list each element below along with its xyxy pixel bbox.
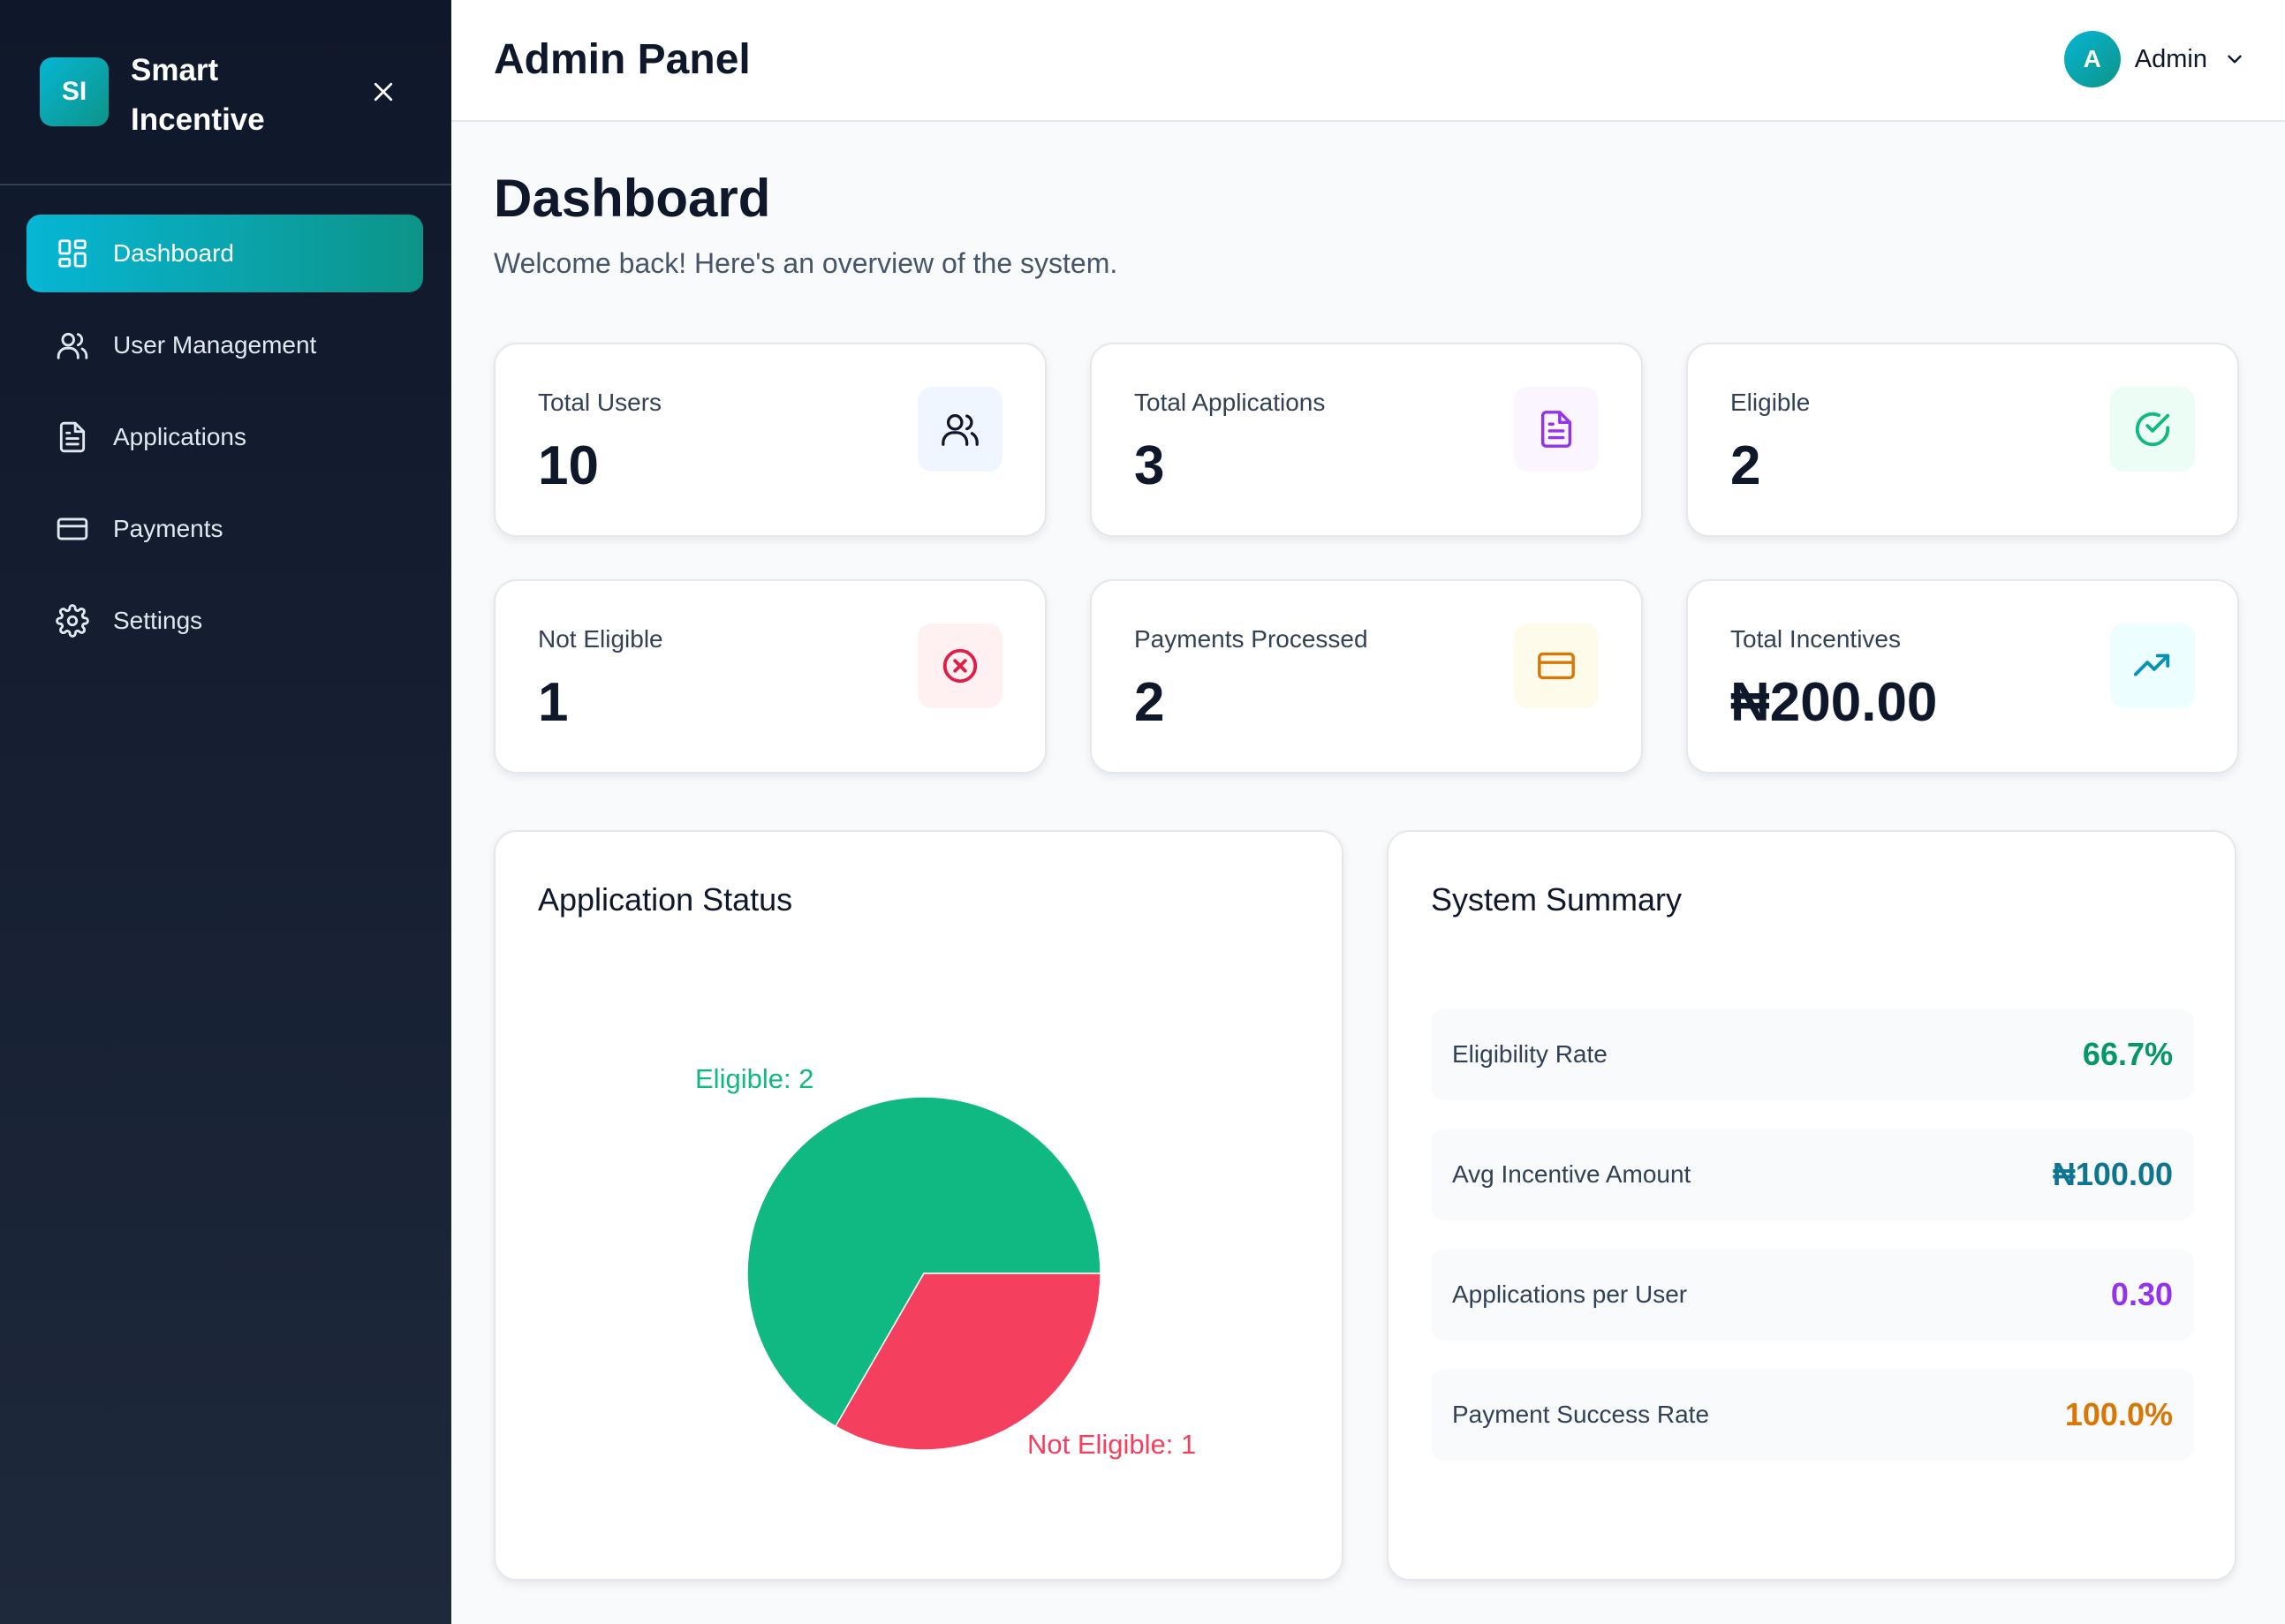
summary-label: Applications per User	[1452, 1280, 1688, 1308]
summary-row-payment-success-rate: Payment Success Rate 100.0%	[1431, 1369, 2194, 1461]
stat-label: Not Eligible	[538, 625, 663, 653]
stat-label: Total Users	[538, 389, 662, 416]
user-menu-button[interactable]: A Admin	[2063, 31, 2246, 87]
avatar: A	[2063, 31, 2121, 87]
gear-icon	[55, 603, 90, 638]
sidebar-nav: Dashboard User Management Applications P…	[26, 215, 423, 674]
sidebar-item-label: Settings	[113, 607, 203, 634]
stat-card-not-eligible[interactable]: Not Eligible 1	[494, 579, 1047, 774]
pie-slice-not-eligible[interactable]	[834, 1273, 1101, 1451]
credit-card-icon	[1514, 623, 1599, 708]
summary-value: 100.0%	[2064, 1396, 2173, 1432]
stat-value: 3	[1134, 435, 1165, 496]
summary-row-eligibility-rate: Eligibility Rate 66.7%	[1431, 1008, 2194, 1100]
stat-label: Payments Processed	[1134, 625, 1368, 653]
stat-label: Total Incentives	[1730, 625, 1901, 653]
stat-value: ₦200.00	[1730, 672, 1938, 733]
stat-card-payments-processed[interactable]: Payments Processed 2	[1090, 579, 1643, 774]
stat-value: 2	[1730, 435, 1761, 496]
dashboard-grid-icon	[55, 236, 90, 271]
stat-value: 2	[1134, 672, 1165, 733]
users-icon	[55, 328, 90, 363]
check-circle-icon	[2110, 387, 2195, 472]
sidebar-item-user-management[interactable]: User Management	[26, 306, 423, 384]
application-status-card: Application Status Eligible: 2 Not Eligi…	[494, 830, 1343, 1581]
summary-label: Avg Incentive Amount	[1452, 1160, 1691, 1188]
summary-value: 0.30	[2110, 1276, 2173, 1312]
brand-header: SI Smart Incentive	[0, 0, 451, 185]
chevron-down-icon	[2228, 55, 2242, 64]
stat-label: Eligible	[1730, 389, 1811, 416]
sidebar-item-settings[interactable]: Settings	[26, 582, 423, 660]
stat-card-total-users[interactable]: Total Users 10	[494, 343, 1047, 537]
user-name: Admin	[2134, 44, 2207, 73]
stat-card-total-incentives[interactable]: Total Incentives ₦200.00	[1686, 579, 2239, 774]
brand-name: Smart Incentive	[131, 53, 265, 137]
summary-row-applications-per-user: Applications per User 0.30	[1431, 1249, 2194, 1341]
stat-value: 10	[538, 435, 599, 496]
summary-value: ₦100.00	[2052, 1156, 2173, 1192]
sidebar-item-payments[interactable]: Payments	[26, 490, 423, 568]
users-icon	[918, 387, 1003, 472]
file-icon	[1514, 387, 1599, 472]
sidebar-item-dashboard[interactable]: Dashboard	[26, 215, 423, 292]
system-summary-title: System Summary	[1431, 881, 1683, 918]
top-header: Admin Panel A Admin	[451, 0, 2285, 122]
stat-card-eligible[interactable]: Eligible 2	[1686, 343, 2239, 537]
pie-label-eligible: Eligible: 2	[695, 1063, 814, 1094]
stat-value: 1	[538, 672, 569, 733]
summary-label: Eligibility Rate	[1452, 1040, 1608, 1068]
summary-value: 66.7%	[2082, 1036, 2173, 1072]
summary-label: Payment Success Rate	[1452, 1401, 1710, 1428]
trending-up-icon	[2110, 623, 2195, 708]
sidebar-item-label: Payments	[113, 515, 223, 542]
sidebar-item-label: User Management	[113, 331, 317, 359]
summary-row-avg-incentive: Avg Incentive Amount ₦100.00	[1431, 1129, 2194, 1220]
page-subtitle: Welcome back! Here's an overview of the …	[494, 247, 1118, 279]
page-title: Dashboard	[494, 169, 771, 228]
system-summary-card: System Summary Eligibility Rate 66.7% Av…	[1387, 830, 2236, 1581]
pie-label-not-eligible: Not Eligible: 1	[1027, 1429, 1197, 1460]
sidebar-item-applications[interactable]: Applications	[26, 398, 423, 476]
header-title: Admin Panel	[494, 36, 751, 83]
file-icon	[55, 419, 90, 455]
application-status-title: Application Status	[538, 881, 793, 918]
credit-card-icon	[55, 511, 90, 547]
x-circle-icon	[918, 623, 1003, 708]
close-sidebar-button[interactable]	[362, 71, 405, 113]
sidebar-item-label: Dashboard	[113, 239, 234, 267]
stat-card-total-applications[interactable]: Total Applications 3	[1090, 343, 1643, 537]
sidebar: SI Smart Incentive Dashboard User Manage…	[0, 0, 451, 1624]
application-status-pie-chart	[746, 1096, 1101, 1451]
pie-slice-eligible[interactable]	[746, 1096, 1101, 1428]
stat-label: Total Applications	[1134, 389, 1326, 416]
sidebar-item-label: Applications	[113, 423, 246, 450]
brand-logo[interactable]: SI	[40, 57, 109, 126]
close-icon	[374, 82, 393, 102]
